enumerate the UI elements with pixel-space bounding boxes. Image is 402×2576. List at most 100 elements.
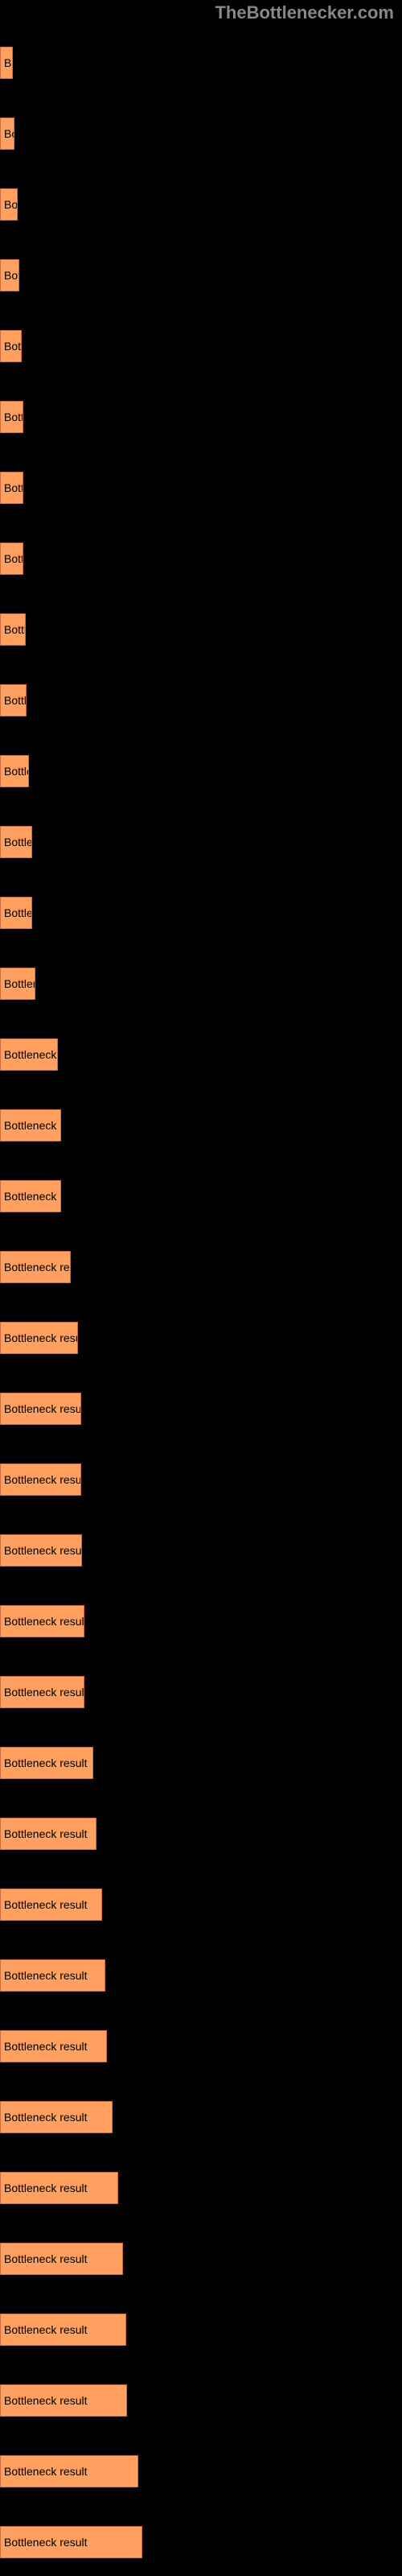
- chart-bar: Bottleneck result: [0, 2172, 118, 2204]
- chart-bar: Bottleneck result: [0, 118, 14, 150]
- bar-row: Bottleneck result: [0, 1512, 402, 1583]
- bar-row: Bottleneck result: [0, 1158, 402, 1228]
- chart-bar: Bottleneck result: [0, 401, 23, 433]
- bar-label: Bottleneck result: [4, 1969, 88, 1982]
- bar-row: Bottleneck result: [0, 874, 402, 945]
- bar-label: Bottleneck result: [4, 906, 32, 919]
- chart-bar: Bottleneck result: [0, 1959, 105, 1992]
- chart-bar: Bottleneck result: [0, 259, 19, 291]
- bar-row: Bottleneck result: [0, 1370, 402, 1441]
- bar-row: Bottleneck result: [0, 1441, 402, 1512]
- chart-bar: Bottleneck result: [0, 2030, 107, 2062]
- chart-bar: Bottleneck result: [0, 1322, 78, 1354]
- bar-row: Bottleneck result: [0, 2220, 402, 2291]
- chart-bar: Bottleneck result: [0, 1251, 71, 1283]
- bar-row: Bottleneck result: [0, 166, 402, 237]
- bar-row: Bottleneck result: [0, 308, 402, 378]
- chart-bar: Bottleneck result: [0, 968, 35, 1000]
- bar-row: Bottleneck result: [0, 1724, 402, 1795]
- bar-label: Bottleneck result: [4, 977, 35, 990]
- bar-label: Bottleneck result: [4, 2465, 88, 2478]
- bar-row: Bottleneck result: [0, 1653, 402, 1724]
- bar-label: Bottleneck result: [4, 1827, 88, 1840]
- chart-bar: Bottleneck result: [0, 1605, 84, 1637]
- chart-bar: Bottleneck result: [0, 1534, 82, 1567]
- bar-label: Bottleneck result: [4, 2394, 88, 2407]
- bar-chart: Bottleneck result Bottleneck result Bottle…: [0, 0, 402, 2574]
- bar-label: Bottleneck result: [4, 1686, 84, 1699]
- bar-row: Bottleneck result: [0, 591, 402, 662]
- chart-bar: Bottleneck result: [0, 684, 27, 716]
- bar-label: Bottleneck result: [4, 1615, 84, 1628]
- bar-row: Bottleneck result: [0, 1228, 402, 1299]
- bar-row: Bottleneck result: [0, 2079, 402, 2149]
- bar-label: Bottleneck result: [4, 2182, 88, 2194]
- bar-label: Bottleneck result: [4, 694, 27, 707]
- chart-bar: Bottleneck result: [0, 1463, 81, 1496]
- chart-bar: Bottleneck result: [0, 1393, 81, 1425]
- chart-bar: Bottleneck result: [0, 897, 32, 929]
- bar-label: Bottleneck result: [4, 1544, 82, 1557]
- watermark-text: TheBottlenecker.com: [215, 2, 394, 23]
- bar-label: Bottleneck result: [4, 1473, 81, 1486]
- chart-bar: Bottleneck result: [0, 755, 29, 787]
- chart-bar: Bottleneck result: [0, 543, 23, 575]
- bar-row: Bottleneck result: [0, 2362, 402, 2433]
- chart-bar: Bottleneck result: [0, 1818, 96, 1850]
- chart-bar: Bottleneck result: [0, 613, 26, 646]
- bar-row: Bottleneck result: [0, 733, 402, 803]
- chart-bar: Bottleneck result: [0, 2384, 127, 2417]
- chart-bar: Bottleneck result: [0, 2101, 113, 2133]
- chart-bar: Bottleneck result: [0, 472, 23, 504]
- bar-row: Bottleneck result: [0, 1299, 402, 1370]
- bar-row: Bottleneck result: [0, 1937, 402, 2008]
- bar-label: Bottleneck result: [4, 2252, 88, 2265]
- bar-row: Bottleneck result: [0, 1866, 402, 1937]
- bar-row: Bottleneck result: [0, 2291, 402, 2362]
- bar-row: Bottleneck result: [0, 95, 402, 166]
- bar-row: Bottleneck result: [0, 237, 402, 308]
- bar-label: Bottleneck result: [4, 552, 23, 565]
- chart-bar: Bottleneck result: [0, 47, 13, 79]
- chart-bar: Bottleneck result: [0, 1747, 93, 1779]
- bar-label: Bottleneck result: [4, 2536, 88, 2549]
- bar-label: Bottleneck result: [4, 127, 14, 140]
- bar-row: Bottleneck result: [0, 1795, 402, 1866]
- bar-row: Bottleneck result: [0, 1087, 402, 1158]
- bar-row: Bottleneck result: [0, 520, 402, 591]
- bar-label: Bottleneck result: [4, 2323, 88, 2336]
- bar-label: Bottleneck result: [4, 1119, 61, 1132]
- bar-label: Bottleneck result: [4, 1048, 58, 1061]
- bar-label: Bottleneck result: [4, 2111, 88, 2124]
- bar-row: Bottleneck result: [0, 2433, 402, 2504]
- bar-row: Bottleneck result: [0, 24, 402, 95]
- chart-bar: Bottleneck result: [0, 330, 22, 362]
- bar-row: Bottleneck result: [0, 1016, 402, 1087]
- bar-label: Bottleneck result: [4, 56, 13, 69]
- chart-bar: Bottleneck result: [0, 188, 18, 221]
- chart-bar: Bottleneck result: [0, 2526, 142, 2558]
- bar-label: Bottleneck result: [4, 836, 32, 848]
- chart-bar: Bottleneck result: [0, 826, 32, 858]
- bar-label: Bottleneck result: [4, 623, 26, 636]
- bar-row: Bottleneck result: [0, 378, 402, 449]
- bar-label: Bottleneck result: [4, 1190, 61, 1203]
- bar-label: Bottleneck result: [4, 481, 23, 494]
- bar-row: Bottleneck result: [0, 803, 402, 874]
- bar-row: Bottleneck result: [0, 662, 402, 733]
- bar-label: Bottleneck result: [4, 765, 29, 778]
- bar-row: Bottleneck result: [0, 2504, 402, 2574]
- chart-bar: Bottleneck result: [0, 1180, 61, 1212]
- bar-row: Bottleneck result: [0, 2149, 402, 2220]
- chart-bar: Bottleneck result: [0, 1109, 61, 1141]
- bar-label: Bottleneck result: [4, 1402, 81, 1415]
- chart-bar: Bottleneck result: [0, 1038, 58, 1071]
- chart-bar: Bottleneck result: [0, 1676, 84, 1708]
- bar-label: Bottleneck result: [4, 1757, 88, 1769]
- bar-row: Bottleneck result: [0, 1583, 402, 1653]
- bar-label: Bottleneck result: [4, 198, 18, 211]
- bar-label: Bottleneck result: [4, 340, 22, 353]
- bar-row: Bottleneck result: [0, 945, 402, 1016]
- bar-label: Bottleneck result: [4, 269, 19, 282]
- bar-label: Bottleneck result: [4, 2040, 88, 2053]
